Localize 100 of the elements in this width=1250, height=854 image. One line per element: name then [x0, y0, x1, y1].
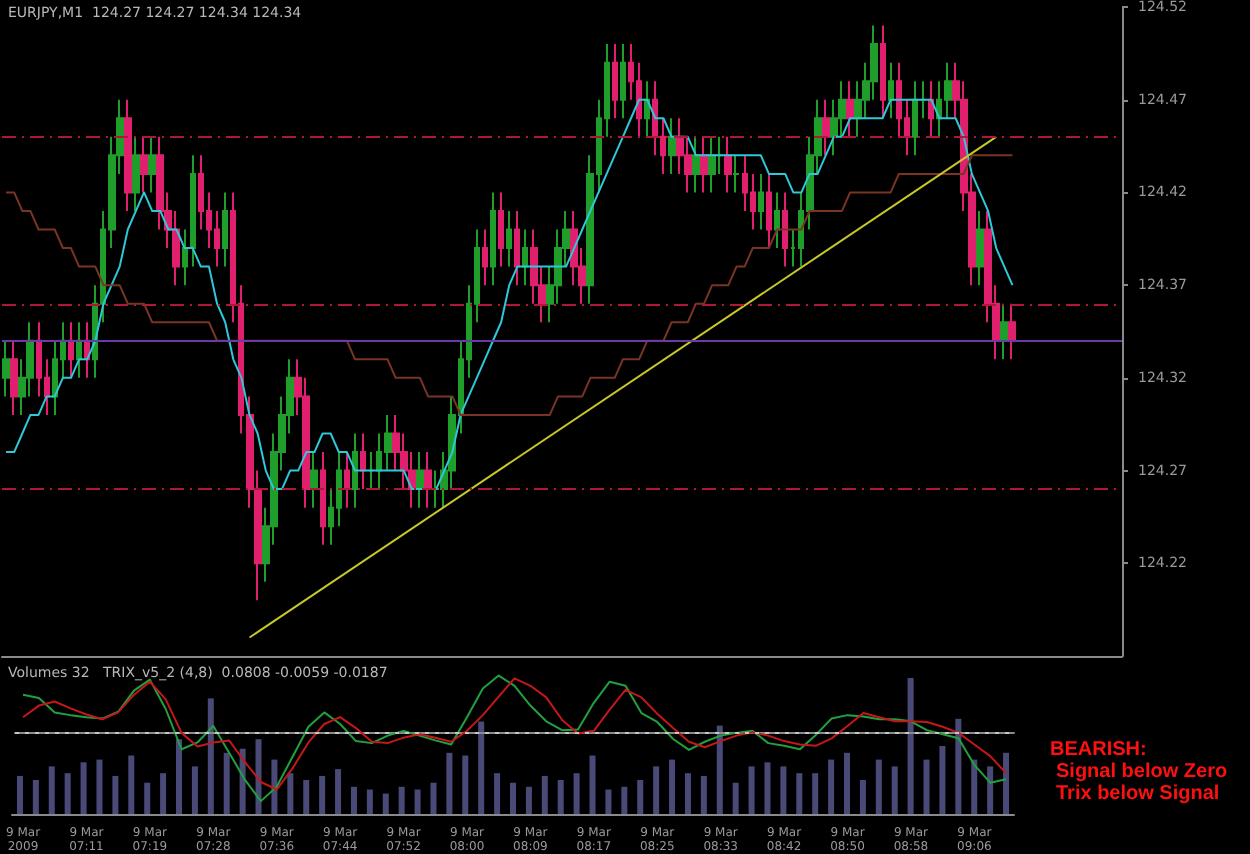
- candlestick: [360, 432, 366, 491]
- bar: [191, 766, 198, 814]
- bar: [430, 782, 437, 814]
- candlestick: [190, 154, 196, 268]
- candlestick: [774, 191, 780, 250]
- candlestick: [132, 135, 140, 212]
- bar: [796, 773, 803, 814]
- bar: [907, 678, 914, 814]
- candlestick: [612, 43, 618, 120]
- bar: [716, 725, 723, 814]
- candlestick: [822, 98, 830, 157]
- bar: [971, 759, 978, 814]
- text: Trix below Signal: [1056, 783, 1220, 805]
- bar: [859, 780, 866, 814]
- bar: [462, 755, 469, 814]
- candlestick: [498, 191, 504, 268]
- candlestick: [692, 135, 700, 194]
- candlestick: [912, 80, 918, 157]
- bar: [303, 780, 310, 814]
- bar: [891, 766, 898, 814]
- candlestick: [310, 451, 318, 509]
- candlestick: [84, 321, 90, 379]
- bar: [382, 793, 389, 814]
- bar: [287, 773, 294, 814]
- candlestick: [222, 191, 228, 268]
- candlestick: [766, 172, 772, 250]
- bar: [398, 786, 405, 814]
- bar: [939, 746, 946, 814]
- bar: [494, 773, 501, 814]
- text: BEARISH:: [1050, 739, 1147, 761]
- bar: [653, 766, 660, 814]
- bar: [255, 739, 262, 814]
- bar: [764, 762, 771, 814]
- candlestick: [344, 451, 350, 509]
- bar: [80, 762, 87, 814]
- candlestick: [700, 135, 708, 194]
- candlestick: [148, 135, 156, 194]
- bar: [350, 786, 357, 814]
- candlestick: [888, 61, 894, 120]
- candlestick: [620, 43, 626, 120]
- bar: [414, 789, 421, 814]
- text: Signal below Zero: [1056, 761, 1228, 783]
- candlestick: [644, 80, 650, 138]
- candlestick: [668, 117, 676, 175]
- candlestick: [880, 24, 886, 120]
- line-series: [5, 98, 1014, 491]
- bar: [589, 755, 596, 814]
- bar: [446, 752, 453, 814]
- candlestick: [782, 191, 788, 268]
- candlestick: [352, 432, 358, 509]
- bar: [732, 782, 739, 814]
- bar: [987, 766, 994, 814]
- bar: [621, 786, 628, 814]
- bar: [160, 773, 167, 814]
- bar: [128, 755, 135, 814]
- bar: [96, 759, 103, 814]
- bar: [366, 789, 373, 814]
- candlestick: [660, 117, 666, 175]
- bar: [557, 780, 564, 814]
- bar: [176, 739, 182, 814]
- candlestick: [652, 80, 658, 157]
- bar: [573, 773, 580, 814]
- bar: [875, 759, 882, 814]
- bar: [64, 773, 71, 814]
- bar: [605, 789, 612, 814]
- candlestick: [1008, 302, 1016, 361]
- bar: [16, 775, 23, 814]
- candlestick: [522, 228, 528, 287]
- bar: [780, 766, 787, 814]
- candlestick: [976, 209, 984, 287]
- bar: [684, 773, 691, 814]
- bar: [1003, 752, 1010, 814]
- bar: [525, 786, 532, 814]
- candlestick: [758, 172, 764, 231]
- bar: [828, 759, 835, 814]
- candlestick: [140, 135, 148, 194]
- candlestick: [708, 135, 716, 194]
- bar: [478, 721, 485, 814]
- bar: [319, 775, 326, 814]
- bar: [748, 766, 755, 814]
- candlestick: [320, 451, 326, 546]
- bar: [207, 698, 214, 814]
- candlestick: [416, 451, 424, 509]
- bar: [541, 775, 548, 814]
- candlestick: [124, 98, 132, 212]
- bar: [335, 769, 342, 814]
- bar: [700, 775, 707, 814]
- bar: [955, 718, 962, 814]
- candlestick: [2, 339, 10, 398]
- bar: [923, 759, 930, 814]
- candlestick: [482, 228, 488, 287]
- bar: [271, 759, 278, 814]
- bar: [32, 780, 39, 814]
- candlestick: [724, 135, 732, 194]
- bar: [510, 782, 516, 814]
- candlestick: [76, 321, 82, 379]
- bar: [48, 766, 55, 814]
- candlestick: [182, 228, 188, 287]
- bar: [223, 752, 230, 814]
- candlestick: [732, 154, 740, 194]
